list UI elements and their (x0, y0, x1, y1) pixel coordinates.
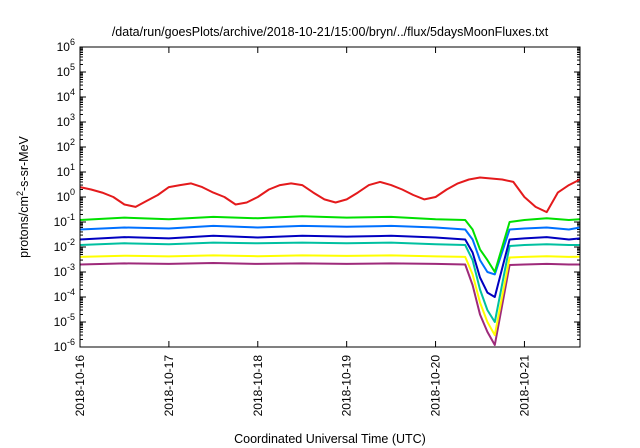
y-tick-exponent: -1 (67, 212, 75, 222)
x-tick-label: 2018-10-21 (517, 355, 531, 417)
y-tick-exponent: 1 (70, 162, 75, 172)
y-tick-base: 10 (57, 165, 71, 179)
y-tick-label: 10-6 (54, 337, 75, 354)
x-tick-label: 2018-10-17 (162, 355, 176, 417)
y-tick-exponent: -2 (67, 237, 75, 247)
y-tick-base: 10 (57, 65, 71, 79)
y-tick-base: 10 (54, 315, 68, 329)
series-line-3 (79, 234, 581, 298)
y-tick-label: 101 (57, 162, 75, 179)
y-axis-ticks: 10610510410310210110010-110-210-310-410-… (54, 37, 580, 354)
y-tick-exponent: 5 (70, 62, 75, 72)
y-tick-exponent: 4 (70, 87, 75, 97)
y-label-rest: -s-sr-MeV (17, 135, 31, 191)
y-tick-label: 104 (57, 87, 75, 104)
y-tick-exponent: -5 (67, 312, 75, 322)
series-layer (79, 176, 581, 346)
y-tick-label: 105 (57, 62, 75, 79)
series-line-5 (79, 254, 581, 337)
y-axis-label-text: protons/cm2-s-sr-MeV (15, 135, 31, 257)
y-tick-base: 10 (57, 40, 71, 54)
y-tick-base: 10 (54, 215, 68, 229)
series-line-2 (79, 224, 581, 276)
series-line-6 (79, 262, 580, 346)
y-tick-base: 10 (54, 265, 68, 279)
y-tick-exponent: -6 (67, 337, 75, 347)
y-tick-label: 10-4 (54, 287, 75, 304)
y-tick-exponent: -4 (67, 287, 75, 297)
series-line-4 (79, 241, 580, 323)
chart-title: /data/run/goesPlots/archive/2018-10-21/1… (112, 25, 549, 39)
y-label-exp: 2 (15, 191, 25, 196)
y-tick-base: 10 (54, 290, 68, 304)
y-tick-base: 10 (57, 190, 71, 204)
y-axis-label: protons/cm2-s-sr-MeV (15, 135, 31, 257)
y-tick-label: 100 (57, 187, 75, 204)
x-axis-label: Coordinated Universal Time (UTC) (234, 432, 426, 446)
series-line-0 (79, 176, 581, 214)
y-tick-base: 10 (54, 340, 68, 354)
y-tick-base: 10 (57, 90, 71, 104)
y-tick-label: 106 (57, 37, 75, 54)
series-line-1 (79, 215, 581, 273)
plot-frame (79, 46, 581, 348)
y-tick-exponent: 0 (70, 187, 75, 197)
x-axis-ticks: 2018-10-16 2018-10-17 2018-10-18 2018-10-19… (73, 47, 531, 416)
y-tick-label: 10-3 (54, 262, 75, 279)
y-label-base: protons/cm (17, 196, 31, 258)
y-tick-label: 10-5 (54, 312, 75, 329)
y-tick-base: 10 (57, 115, 71, 129)
y-tick-exponent: 2 (70, 137, 75, 147)
x-tick-label: 2018-10-19 (340, 355, 354, 417)
x-tick-label: 2018-10-16 (73, 355, 87, 417)
y-tick-base: 10 (57, 140, 71, 154)
y-tick-label: 10-1 (54, 212, 75, 229)
y-tick-exponent: -3 (67, 262, 75, 272)
y-tick-exponent: 6 (70, 37, 75, 47)
y-tick-label: 103 (57, 112, 75, 129)
y-tick-exponent: 3 (70, 112, 75, 122)
x-tick-label: 2018-10-20 (429, 355, 443, 417)
y-tick-base: 10 (54, 240, 68, 254)
y-tick-label: 10-2 (54, 237, 75, 254)
y-tick-label: 102 (57, 137, 75, 154)
x-tick-label: 2018-10-18 (251, 355, 265, 417)
